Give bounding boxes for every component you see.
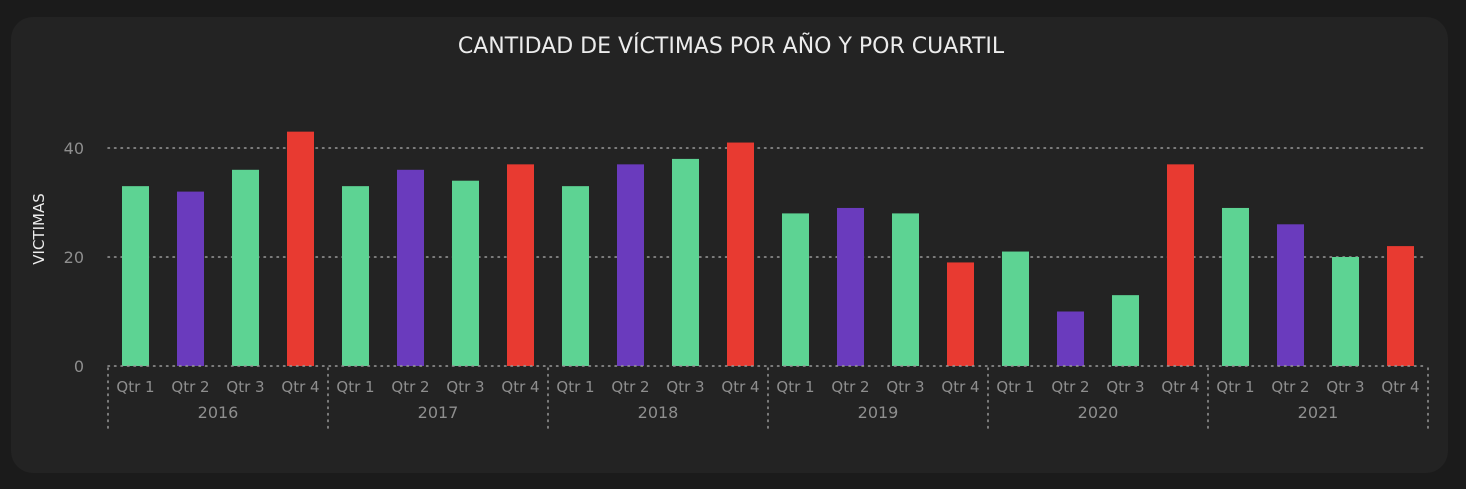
bar-2021-qtr1[interactable] <box>1222 207 1249 366</box>
bar-2017-qtr4[interactable] <box>507 164 534 366</box>
bar-2018-qtr2[interactable] <box>617 164 644 366</box>
bar-2017-qtr3[interactable] <box>452 180 479 366</box>
bar-2016-qtr4[interactable] <box>287 131 314 366</box>
chart-title: CANTIDAD DE VÍCTIMAS POR AÑO Y POR CUART… <box>458 32 1005 59</box>
x-tick-label: Qtr 3 <box>1326 378 1364 396</box>
x-tick-label: Qtr 1 <box>1216 378 1254 396</box>
y-tick-label: 40 <box>64 139 84 158</box>
gridlines <box>107 147 1427 258</box>
bar-2020-qtr2[interactable] <box>1057 311 1084 367</box>
x-tick-label: Qtr 2 <box>831 378 869 396</box>
bars <box>122 131 1414 367</box>
bar-2020-qtr3[interactable] <box>1112 295 1139 366</box>
x-tick-label: Qtr 3 <box>1106 378 1144 396</box>
y-tick-label: 20 <box>64 248 84 267</box>
bar-2019-qtr2[interactable] <box>837 207 864 366</box>
x-tick-label: Qtr 3 <box>666 378 704 396</box>
bar-2018-qtr1[interactable] <box>562 186 589 366</box>
bar-2019-qtr3[interactable] <box>892 213 919 366</box>
bar-2019-qtr1[interactable] <box>782 213 809 366</box>
x-tick-label: Qtr 4 <box>281 378 319 396</box>
x-tick-label: Qtr 4 <box>941 378 979 396</box>
bar-2017-qtr1[interactable] <box>342 186 369 366</box>
bar-2016-qtr1[interactable] <box>122 186 149 366</box>
x-tick-label: Qtr 3 <box>446 378 484 396</box>
x-tick-label: Qtr 4 <box>1381 378 1419 396</box>
x-tick-label: Qtr 3 <box>226 378 264 396</box>
x-group-label: 2021 <box>1298 403 1339 422</box>
x-group-label: 2019 <box>858 403 899 422</box>
bar-2021-qtr3[interactable] <box>1332 257 1359 366</box>
x-tick-label: Qtr 3 <box>886 378 924 396</box>
bar-2016-qtr3[interactable] <box>232 169 259 366</box>
x-tick-label: Qtr 4 <box>1161 378 1199 396</box>
y-tick-label: 0 <box>74 357 84 376</box>
x-axis: Qtr 1 Qtr 2 Qtr 3 Qtr 4 2016 Qtr 1 Qtr 2 Qtr 3 Q… <box>107 365 1429 429</box>
bar-2019-qtr4[interactable] <box>947 262 974 366</box>
bar-2018-qtr3[interactable] <box>672 158 699 366</box>
bar-2020-qtr1[interactable] <box>1002 251 1029 366</box>
x-tick-label: Qtr 4 <box>721 378 759 396</box>
x-group-label: 2017 <box>418 403 459 422</box>
x-tick-label: Qtr 2 <box>1271 378 1309 396</box>
x-tick-label: Qtr 4 <box>501 378 539 396</box>
bar-2017-qtr2[interactable] <box>397 169 424 366</box>
bar-2018-qtr4[interactable] <box>727 142 754 366</box>
x-tick-label: Qtr 1 <box>776 378 814 396</box>
bar-2021-qtr4[interactable] <box>1387 246 1414 366</box>
x-tick-label: Qtr 1 <box>336 378 374 396</box>
y-axis-label: VICTIMAS <box>30 193 48 264</box>
x-tick-label: Qtr 2 <box>391 378 429 396</box>
x-tick-label: Qtr 1 <box>116 378 154 396</box>
x-group-label: 2018 <box>638 403 679 422</box>
bar-2020-qtr4[interactable] <box>1167 164 1194 366</box>
x-tick-label: Qtr 1 <box>556 378 594 396</box>
bar-2021-qtr2[interactable] <box>1277 224 1304 366</box>
y-axis-ticks: 0 20 40 <box>64 139 84 376</box>
x-group-label: 2016 <box>198 403 239 422</box>
bar-2016-qtr2[interactable] <box>177 191 204 366</box>
x-tick-label: Qtr 1 <box>996 378 1034 396</box>
x-tick-label: Qtr 2 <box>611 378 649 396</box>
x-tick-label: Qtr 2 <box>1051 378 1089 396</box>
x-group-label: 2020 <box>1078 403 1119 422</box>
x-tick-label: Qtr 2 <box>171 378 209 396</box>
